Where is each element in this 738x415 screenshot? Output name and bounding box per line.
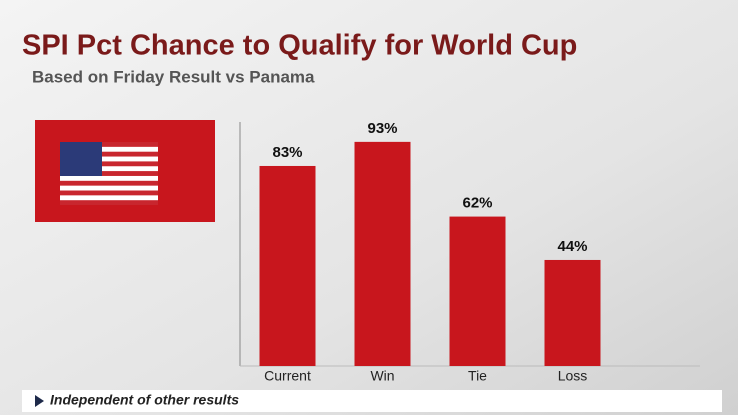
x-tick-label: Current xyxy=(264,368,311,384)
value-label: 93% xyxy=(367,120,397,137)
footnote: Independent of other results xyxy=(50,392,239,408)
x-tick-label: Loss xyxy=(558,368,588,384)
value-label: 83% xyxy=(272,144,302,161)
footer-bar xyxy=(22,390,722,412)
chart-title: SPI Pct Chance to Qualify for World Cup xyxy=(22,30,577,62)
bar xyxy=(544,259,601,366)
value-label: 62% xyxy=(462,195,492,212)
x-tick-label: Tie xyxy=(468,368,487,384)
x-tick-label: Win xyxy=(370,368,394,384)
value-label: 44% xyxy=(557,238,587,255)
bar xyxy=(354,141,411,366)
bar xyxy=(449,216,506,366)
flag-canton xyxy=(60,142,102,176)
footer-arrow xyxy=(35,395,44,407)
flag-panel xyxy=(35,120,215,222)
bar xyxy=(259,165,316,366)
chart-subtitle: Based on Friday Result vs Panama xyxy=(32,67,315,86)
